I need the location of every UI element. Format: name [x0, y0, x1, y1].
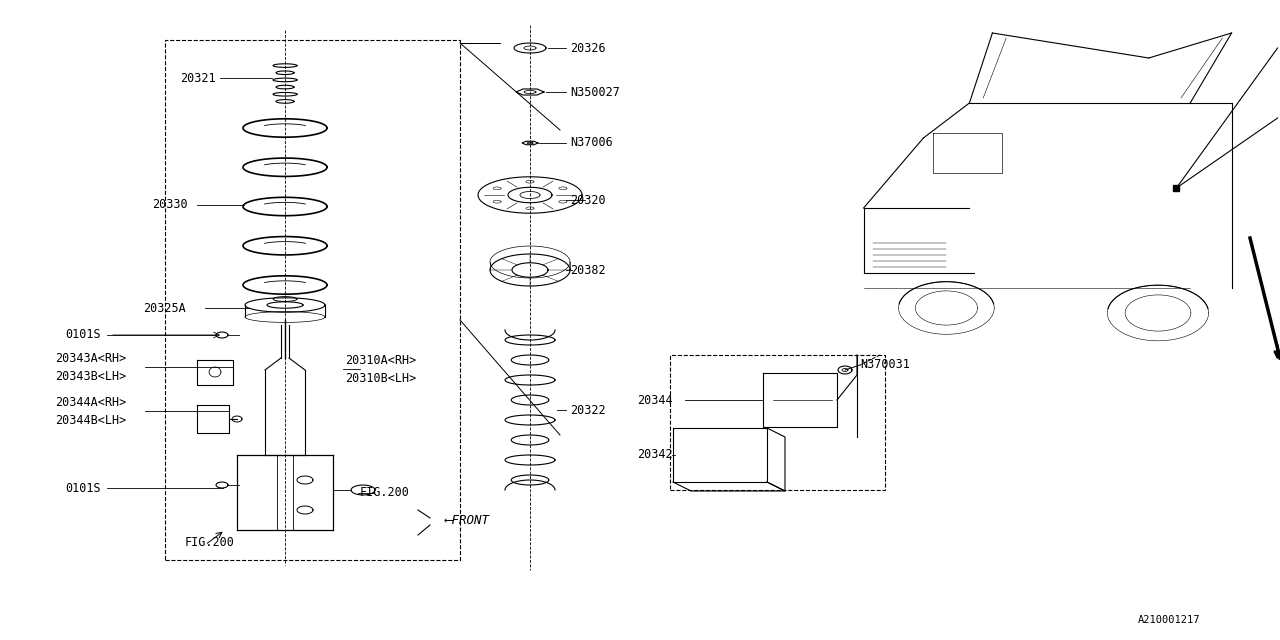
Text: 20322: 20322	[570, 403, 605, 417]
Text: FIG.200: FIG.200	[186, 536, 234, 548]
Bar	[165, 40, 460, 560]
Text: 20320: 20320	[570, 193, 605, 207]
Text: ⟵FRONT: ⟵FRONT	[445, 513, 490, 527]
Text: 0101S: 0101S	[65, 481, 101, 495]
Text: N350027: N350027	[570, 86, 620, 99]
Text: N370031: N370031	[860, 358, 910, 371]
Text: 20344: 20344	[637, 394, 672, 406]
Text: 20344A<RH>: 20344A<RH>	[55, 397, 127, 410]
Text: 0101S: 0101S	[65, 328, 101, 342]
Text: N37006: N37006	[570, 136, 613, 150]
Text: 20310A<RH>: 20310A<RH>	[346, 353, 416, 367]
Text: 20382: 20382	[570, 264, 605, 276]
Bar	[669, 355, 884, 490]
Text: 20326: 20326	[570, 42, 605, 54]
Text: 20344B<LH>: 20344B<LH>	[55, 413, 127, 426]
Text: 20310B<LH>: 20310B<LH>	[346, 371, 416, 385]
Text: A210001217: A210001217	[1138, 615, 1201, 625]
Text: 20343B<LH>: 20343B<LH>	[55, 369, 127, 383]
Text: 20342: 20342	[637, 449, 672, 461]
Text: 20330: 20330	[152, 198, 188, 211]
Text: 20321: 20321	[180, 72, 215, 84]
Text: 20325A: 20325A	[143, 301, 186, 314]
Text: FIG.200: FIG.200	[360, 486, 410, 499]
Text: 20343A<RH>: 20343A<RH>	[55, 351, 127, 365]
